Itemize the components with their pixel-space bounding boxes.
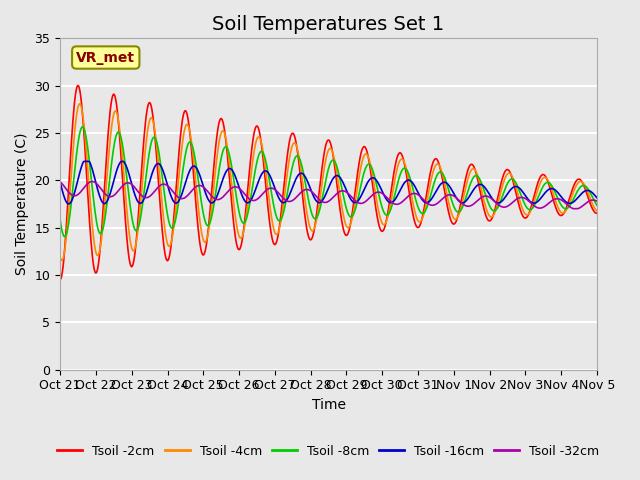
Y-axis label: Soil Temperature (C): Soil Temperature (C): [15, 132, 29, 275]
Title: Soil Temperatures Set 1: Soil Temperatures Set 1: [212, 15, 445, 34]
Legend: Tsoil -2cm, Tsoil -4cm, Tsoil -8cm, Tsoil -16cm, Tsoil -32cm: Tsoil -2cm, Tsoil -4cm, Tsoil -8cm, Tsoi…: [52, 440, 605, 463]
X-axis label: Time: Time: [312, 398, 346, 412]
Text: VR_met: VR_met: [76, 50, 135, 64]
